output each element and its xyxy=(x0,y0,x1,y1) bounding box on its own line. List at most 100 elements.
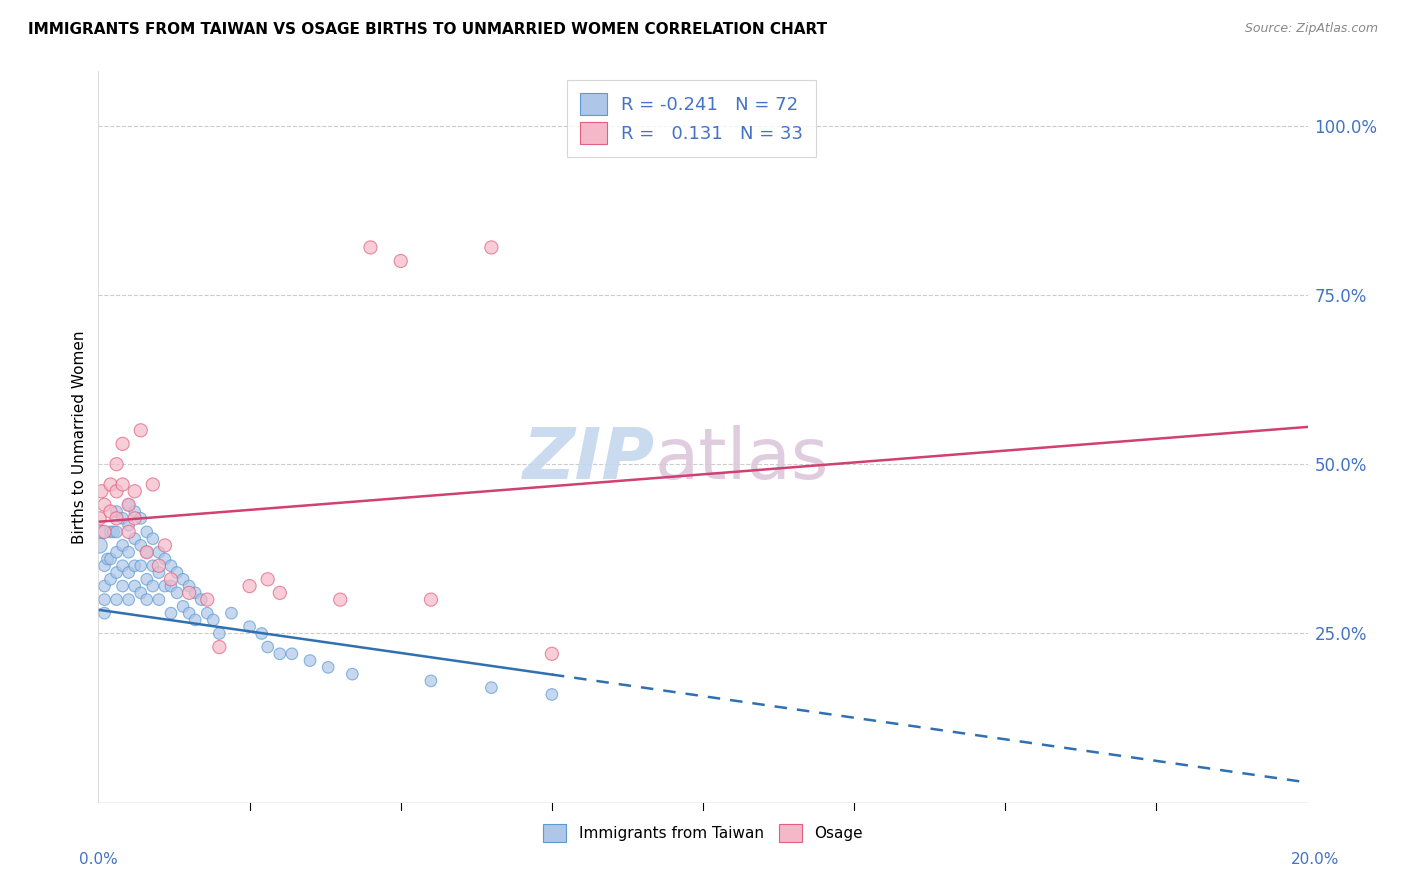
Point xyxy=(93,592,115,607)
Point xyxy=(190,592,212,607)
Point xyxy=(166,566,188,580)
Point xyxy=(105,545,128,559)
Text: atlas: atlas xyxy=(655,425,830,493)
Point xyxy=(184,586,207,600)
Point xyxy=(179,579,201,593)
Point xyxy=(389,254,412,268)
Point xyxy=(160,558,183,573)
Point xyxy=(105,511,128,525)
Point xyxy=(118,545,141,559)
Point xyxy=(420,592,443,607)
Point xyxy=(342,667,364,681)
Point xyxy=(129,586,152,600)
Point xyxy=(111,538,134,552)
Point xyxy=(202,613,225,627)
Point xyxy=(105,566,128,580)
Point xyxy=(96,552,118,566)
Point xyxy=(111,558,134,573)
Point xyxy=(135,572,157,586)
Point xyxy=(269,647,291,661)
Point xyxy=(93,498,115,512)
Point xyxy=(153,579,176,593)
Point xyxy=(111,511,134,525)
Point xyxy=(250,626,273,640)
Point xyxy=(142,579,165,593)
Point xyxy=(129,558,152,573)
Point xyxy=(142,477,165,491)
Point xyxy=(148,566,170,580)
Point xyxy=(118,518,141,533)
Point xyxy=(129,538,152,552)
Point xyxy=(100,552,122,566)
Point xyxy=(208,626,231,640)
Point xyxy=(89,511,111,525)
Point xyxy=(129,423,152,437)
Point xyxy=(160,579,183,593)
Point xyxy=(93,606,115,620)
Point xyxy=(195,592,218,607)
Point xyxy=(540,688,562,702)
Text: 20.0%: 20.0% xyxy=(1291,852,1339,867)
Point xyxy=(105,484,128,499)
Point xyxy=(124,484,146,499)
Point xyxy=(148,545,170,559)
Point xyxy=(105,457,128,471)
Point xyxy=(172,599,194,614)
Point xyxy=(118,566,141,580)
Text: Source: ZipAtlas.com: Source: ZipAtlas.com xyxy=(1244,22,1378,36)
Point xyxy=(111,579,134,593)
Point xyxy=(124,579,146,593)
Point xyxy=(100,505,122,519)
Point xyxy=(118,592,141,607)
Y-axis label: Births to Unmarried Women: Births to Unmarried Women xyxy=(72,330,87,544)
Point xyxy=(142,532,165,546)
Point xyxy=(100,524,122,539)
Text: ZIP: ZIP xyxy=(523,425,655,493)
Point xyxy=(160,606,183,620)
Point xyxy=(208,640,231,654)
Text: 0.0%: 0.0% xyxy=(79,852,118,867)
Point xyxy=(239,620,262,634)
Point xyxy=(142,558,165,573)
Point xyxy=(93,579,115,593)
Point xyxy=(184,613,207,627)
Point xyxy=(124,511,146,525)
Point xyxy=(135,592,157,607)
Point xyxy=(179,586,201,600)
Point xyxy=(481,240,503,254)
Point xyxy=(269,586,291,600)
Point xyxy=(256,572,278,586)
Point xyxy=(93,524,115,539)
Point xyxy=(135,545,157,559)
Point xyxy=(105,592,128,607)
Point xyxy=(299,654,322,668)
Point xyxy=(153,538,176,552)
Point xyxy=(111,477,134,491)
Point xyxy=(93,558,115,573)
Point xyxy=(90,524,112,539)
Point xyxy=(481,681,503,695)
Point xyxy=(179,606,201,620)
Point xyxy=(129,511,152,525)
Point xyxy=(105,524,128,539)
Point xyxy=(166,586,188,600)
Point xyxy=(124,532,146,546)
Point xyxy=(360,240,382,254)
Point xyxy=(239,579,262,593)
Point xyxy=(281,647,304,661)
Point xyxy=(89,538,111,552)
Point xyxy=(90,484,112,499)
Point xyxy=(148,558,170,573)
Point xyxy=(105,505,128,519)
Point xyxy=(111,437,134,451)
Point xyxy=(221,606,243,620)
Point xyxy=(316,660,339,674)
Point xyxy=(124,558,146,573)
Point xyxy=(100,572,122,586)
Point xyxy=(135,545,157,559)
Point xyxy=(153,552,176,566)
Point xyxy=(118,524,141,539)
Legend: Immigrants from Taiwan, Osage: Immigrants from Taiwan, Osage xyxy=(536,816,870,850)
Point xyxy=(148,592,170,607)
Point xyxy=(103,524,125,539)
